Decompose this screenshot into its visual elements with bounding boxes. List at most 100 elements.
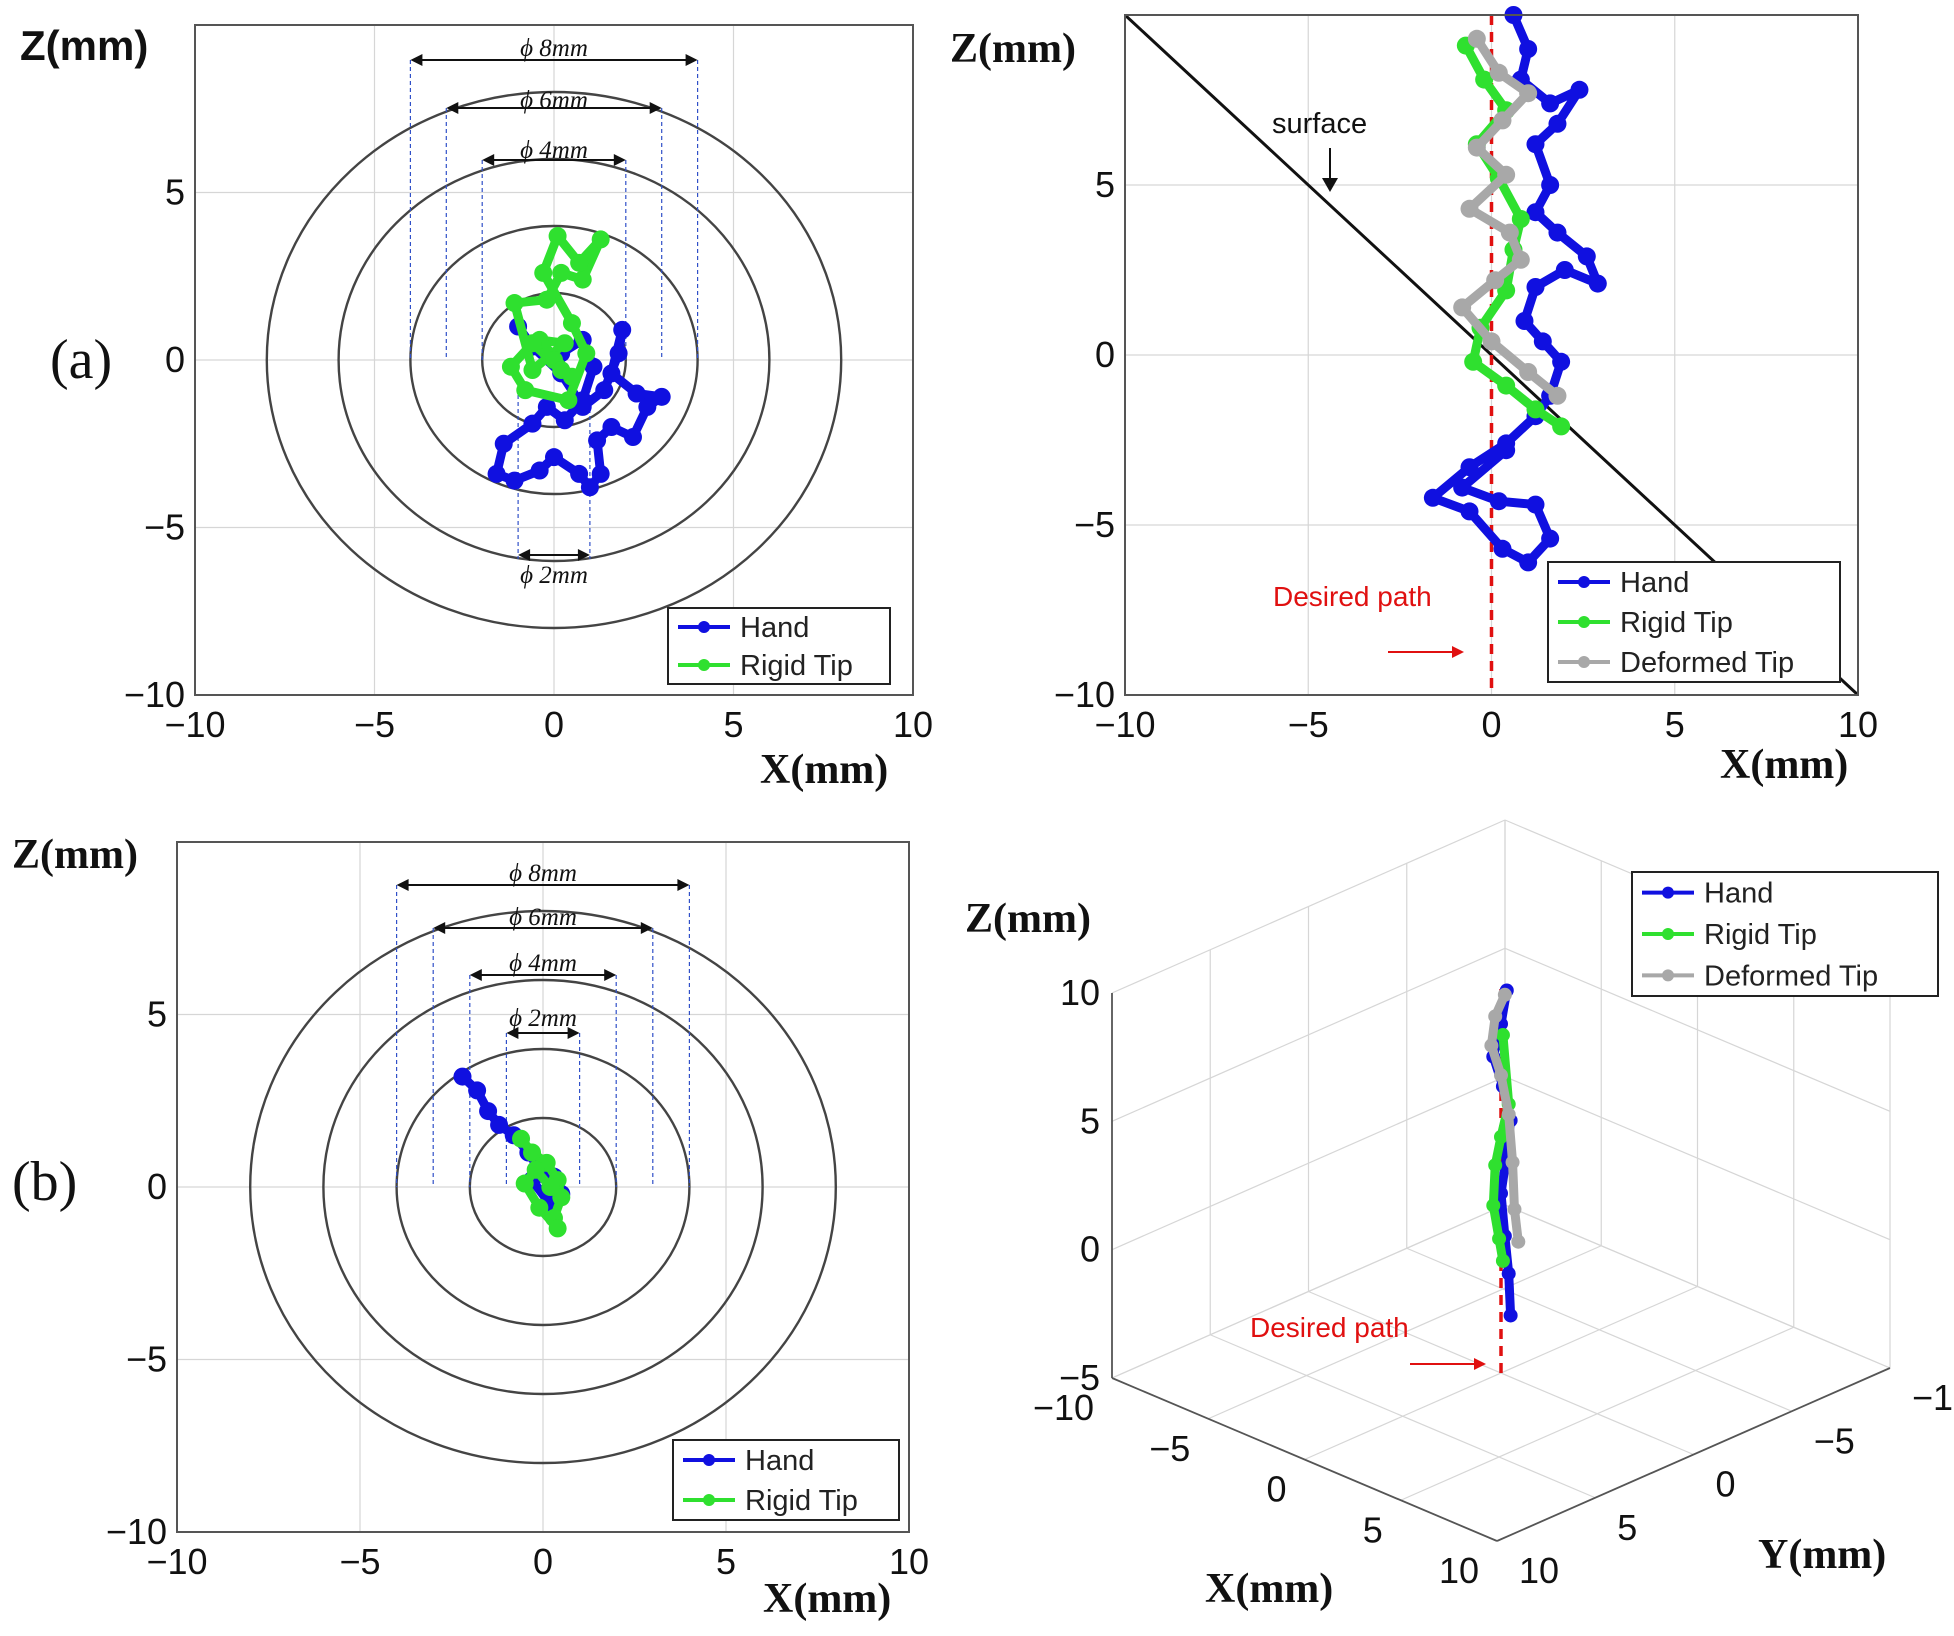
panel-label-b: (b) [12,1151,77,1213]
data-point-hand [505,471,524,490]
data-point-hand [1503,1308,1518,1323]
x-tick-label: 5 [723,704,743,745]
grid-3d [1504,1204,1891,1369]
arrowhead [469,969,482,981]
x-tick-label: −10 [164,704,225,745]
data-point-rigid-tip [1475,70,1494,89]
arrowhead [446,102,459,114]
panel-a-left-chart: ϕ 8mm ϕ 6mm ϕ 4mm ϕ 2mm −10 −5 0 5 10 −10 −5 0 5 Z(… [20,22,933,793]
data-point-hand [1526,278,1545,296]
data-point-deformed-tip [1453,298,1472,317]
z-tick-label: −5 [1074,504,1115,545]
z-tick-label: −10 [1054,674,1115,715]
legend-marker [698,621,710,633]
data-point-hand [1541,94,1560,113]
arrowhead [685,54,698,66]
data-point-hand [530,461,549,480]
data-point-hand [1541,529,1560,548]
data-point-rigid-tip [1488,1158,1503,1173]
data-point-rigid-tip [1497,376,1516,395]
data-point-hand [1552,352,1571,371]
arrowhead [482,154,495,166]
data-point-rigid-tip [591,230,610,249]
data-point-hand [638,397,657,416]
data-point-deformed-tip [1488,1009,1503,1024]
z-tick-label: −5 [1059,1357,1100,1398]
data-point-hand [588,431,607,450]
target-circle [249,909,837,1465]
data-point-rigid-tip [1464,352,1483,371]
x-tick-label: 10 [1439,1550,1479,1591]
data-point-rigid-tip [512,1129,531,1148]
arrowhead [577,549,590,561]
z-tick-label: −5 [126,1339,167,1380]
data-point-rigid-tip [1526,400,1545,419]
data-point-rigid-tip [523,1143,542,1162]
desired-path-arrowhead [1452,646,1464,658]
data-point-rigid-tip [1492,1231,1507,1246]
z-tick-label: 0 [147,1166,167,1207]
legend-marker [1578,576,1590,588]
legend-item: Deformed Tip [1642,960,1878,992]
legend-label: Rigid Tip [1704,919,1817,951]
grid-3d [1504,1076,1891,1241]
legend-marker [698,659,710,671]
legend-marker [1578,656,1590,668]
grid-3d [1400,1326,1794,1501]
data-point-hand [494,434,513,453]
legend-item: Rigid Tip [1558,607,1733,639]
data-point-hand [652,387,671,406]
z-axis-label: Z(mm) [965,896,1091,942]
data-point-deformed-tip [1501,1107,1516,1122]
axis-3d [1111,1377,1498,1542]
z-tick-label: 0 [1095,334,1115,375]
legend-label: Hand [1620,567,1689,599]
legend-label: Hand [745,1445,814,1477]
legend-label: Deformed Tip [1704,960,1878,992]
data-point-hand [584,357,603,376]
y-tick-label: 10 [1519,1550,1559,1591]
data-point-rigid-tip [559,391,578,410]
x-tick-label: 0 [533,1541,553,1582]
x-tick-label: 10 [1838,704,1878,745]
data-point-deformed-tip [1511,250,1530,269]
z-axis-label: Z(mm) [12,832,138,878]
surface-arrowhead [1322,178,1338,192]
data-point-deformed-tip [1505,1155,1520,1170]
data-point-hand [1526,203,1545,222]
data-point-hand [479,1102,498,1121]
data-point-rigid-tip [552,361,571,380]
grid-3d [1504,947,1891,1112]
data-point-rigid-tip [1511,210,1530,228]
grid-3d [1111,947,1506,1122]
diameter-label: ϕ 6mm [509,904,577,931]
data-point-hand [468,1081,487,1100]
data-point-rigid-tip [501,357,520,376]
x-tick-label: 5 [1665,704,1685,745]
legend-label: Rigid Tip [740,650,853,682]
data-point-rigid-tip [1495,1253,1510,1268]
data-point-deformed-tip [1467,29,1486,48]
data-point-deformed-tip [1519,363,1538,381]
arrowhead [410,54,423,66]
z-tick-label: 5 [147,994,167,1035]
y-tick-label: 0 [1716,1464,1736,1505]
panel-b-left-chart: ϕ 8mm ϕ 6mm ϕ 4mm ϕ 2mm −10 −5 0 5 10 −10 −5 0 5 Z(… [12,832,929,1622]
grid-3d [1111,1076,1506,1251]
data-point-deformed-tip [1497,165,1516,184]
x-tick-label: 10 [893,704,933,745]
data-point-hand [602,418,621,436]
z-tick-label: 10 [1060,972,1100,1013]
x-axis-label: X(mm) [1205,1566,1333,1612]
x-tick-label: 0 [1481,704,1501,745]
data-point-rigid-tip [534,263,553,282]
x-tick-label: 5 [716,1541,736,1582]
data-point-deformed-tip [1484,1038,1499,1053]
data-point-deformed-tip [1494,1068,1508,1083]
data-point-hand [580,478,599,497]
data-point-rigid-tip [523,334,542,353]
diameter-label: ϕ 8mm [520,35,588,62]
x-tick-label: −5 [1288,704,1329,745]
x-tick-label: −5 [339,1541,380,1582]
z-tick-label: 0 [165,339,185,380]
